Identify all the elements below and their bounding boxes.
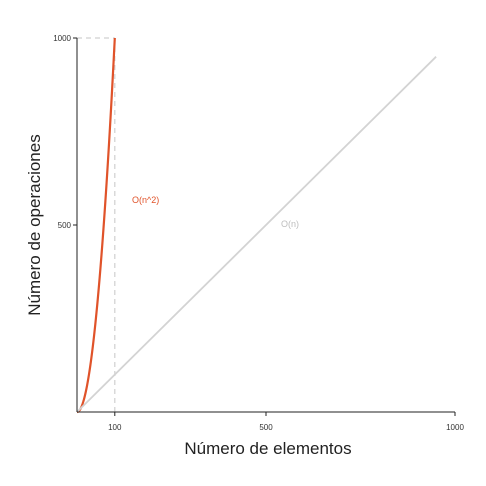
y-axis-title: Número de operaciones: [25, 134, 44, 315]
y-tick-label: 500: [58, 221, 72, 230]
series-line-1: [77, 57, 436, 412]
reference-lines: [77, 38, 115, 412]
series-line-0: [77, 38, 115, 412]
series-labels: O(n^2) O(n): [132, 195, 299, 229]
series-label-0: O(n^2): [132, 195, 159, 205]
x-tick-label: 500: [259, 423, 273, 432]
x-tick-label: 100: [108, 423, 122, 432]
x-axis-title: Número de elementos: [184, 439, 351, 458]
x-tick-label: 1000: [446, 423, 464, 432]
series-label-1: O(n): [281, 219, 299, 229]
y-tick-label: 1000: [53, 34, 71, 43]
series-group: [77, 38, 436, 412]
